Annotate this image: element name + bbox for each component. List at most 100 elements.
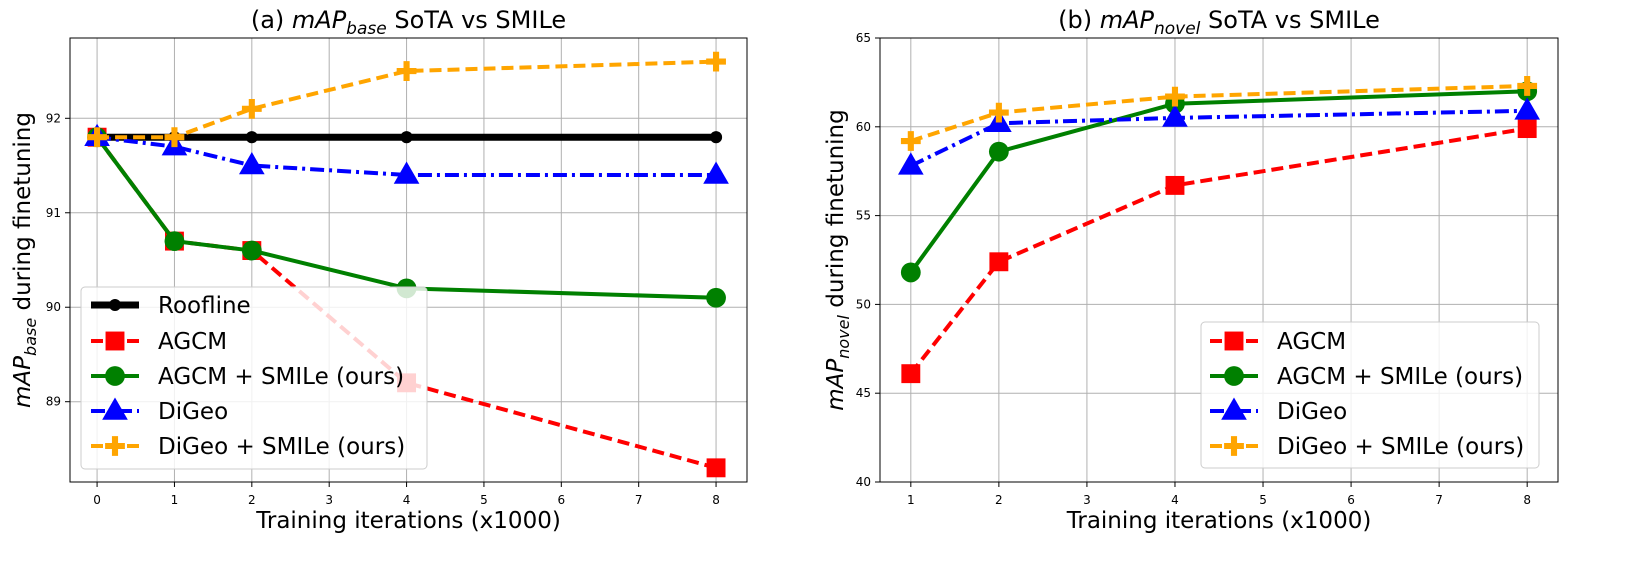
data-point [988, 102, 1009, 123]
series-line [96, 135, 717, 177]
axes-frame [69, 37, 748, 483]
title-prefix: (b) [1058, 6, 1100, 34]
legend-label: AGCM [1277, 329, 1346, 355]
legend-label: DiGeo + SMILe (ours) [158, 434, 405, 460]
title-subscript: novel [1154, 19, 1201, 39]
y-tick-label: 89 [46, 395, 61, 409]
legend-marker [105, 331, 125, 351]
axes-frame [879, 37, 1559, 483]
x-axis-label: Training iterations (x1000) [1066, 508, 1372, 534]
x-tick-label: 1 [171, 493, 179, 507]
legend-item: Roofline [91, 293, 251, 319]
legend-label: DiGeo [158, 399, 228, 425]
y-label-math: mAP [823, 359, 849, 411]
plot-area [84, 51, 729, 478]
x-tick-label: 3 [1083, 493, 1091, 507]
data-point [710, 131, 723, 144]
legend-item: AGCM [91, 329, 227, 355]
legend-label: AGCM + SMILe (ours) [158, 364, 404, 390]
legend-marker [1224, 436, 1244, 456]
data-point [164, 127, 185, 148]
data-point [241, 240, 262, 261]
data-point [1162, 104, 1188, 127]
title-math: mAP [1100, 6, 1155, 34]
data-point [396, 61, 417, 81]
data-point [1165, 86, 1185, 107]
data-point [989, 252, 1009, 272]
y-label-subscript: base [21, 318, 40, 356]
series-line [909, 89, 1528, 274]
data-point [1514, 97, 1541, 120]
y-label-subscript: novel [834, 314, 853, 358]
legend-label: DiGeo + SMILe (ours) [1277, 434, 1524, 460]
legend-item: DiGeo [91, 397, 228, 425]
legend-label: AGCM [158, 329, 227, 355]
x-tick-label: 1 [907, 493, 915, 507]
data-point [245, 131, 258, 144]
x-tick-label: 5 [1259, 493, 1267, 507]
x-tick-label: 8 [1523, 493, 1531, 507]
title-suffix: SoTA vs SMILe [1200, 6, 1379, 34]
legend-item: AGCM + SMILe (ours) [91, 364, 404, 390]
x-tick-label: 8 [712, 493, 720, 507]
x-tick-label: 4 [1171, 493, 1179, 507]
x-tick-label: 2 [995, 493, 1003, 507]
y-tick-label: 40 [856, 475, 871, 489]
series-roofline [91, 131, 723, 144]
legend-item: AGCM [1210, 329, 1346, 355]
x-tick-label: 4 [403, 493, 411, 507]
legend-marker [1224, 331, 1244, 351]
legend-marker [105, 436, 125, 456]
legend-item: DiGeo + SMILe (ours) [1210, 434, 1524, 460]
title-suffix: SoTA vs SMILe [387, 6, 566, 34]
y-tick-label: 65 [856, 31, 871, 45]
data-point [1517, 76, 1538, 96]
y-tick-label: 90 [46, 300, 61, 314]
legend-item: DiGeo + SMILe (ours) [91, 434, 405, 460]
series-line [97, 59, 717, 140]
data-point [900, 131, 921, 151]
y-tick-label: 92 [46, 111, 61, 125]
legend: Roofline AGCM AGCM + SMILe (ours) DiGeo DiGe… [80, 286, 428, 470]
series-digeo-smile-ours- [87, 51, 726, 148]
series-line [909, 126, 1528, 375]
chart-title: (b) mAPnovel SoTA vs SMILe [1058, 6, 1380, 39]
y-tick-label: 45 [856, 386, 871, 400]
data-point [706, 287, 726, 308]
legend-item: DiGeo [1210, 397, 1347, 425]
data-point [703, 161, 729, 184]
legend-box [1200, 321, 1540, 469]
y-tick-label: 60 [856, 120, 871, 134]
series-line [909, 108, 1528, 168]
data-point [988, 141, 1009, 162]
data-point [901, 364, 921, 384]
legend-marker [1224, 366, 1244, 386]
series-agcm [901, 119, 1537, 384]
x-tick-label: 5 [480, 493, 488, 507]
title-prefix: (a) [251, 6, 292, 34]
legend-marker [108, 298, 122, 312]
y-label-math: mAP [10, 356, 36, 408]
chart-title: (a) mAPbase SoTA vs SMILe [251, 6, 566, 39]
y-tick-label: 55 [856, 209, 871, 223]
legend-label: DiGeo [1277, 399, 1347, 425]
data-point [393, 161, 420, 184]
y-tick-label: 50 [856, 297, 871, 311]
x-tick-label: 7 [635, 493, 643, 507]
data-point [1517, 119, 1537, 139]
data-point [164, 231, 185, 252]
y-axis-label: mAPnovel during finetuning [823, 109, 853, 410]
y-axis-label: mAPbase during finetuning [10, 112, 40, 408]
x-tick-label: 3 [325, 493, 333, 507]
series-agcm-smile-ours- [87, 127, 726, 308]
series-line [910, 83, 1528, 143]
data-point [238, 152, 265, 175]
series-digeo-smile-ours- [900, 76, 1538, 151]
y-label-suffix: during finetuning [10, 112, 36, 318]
x-tick-label: 6 [1347, 493, 1355, 507]
x-axis-label: Training iterations (x1000) [255, 508, 561, 534]
x-tick-label: 0 [93, 493, 101, 507]
